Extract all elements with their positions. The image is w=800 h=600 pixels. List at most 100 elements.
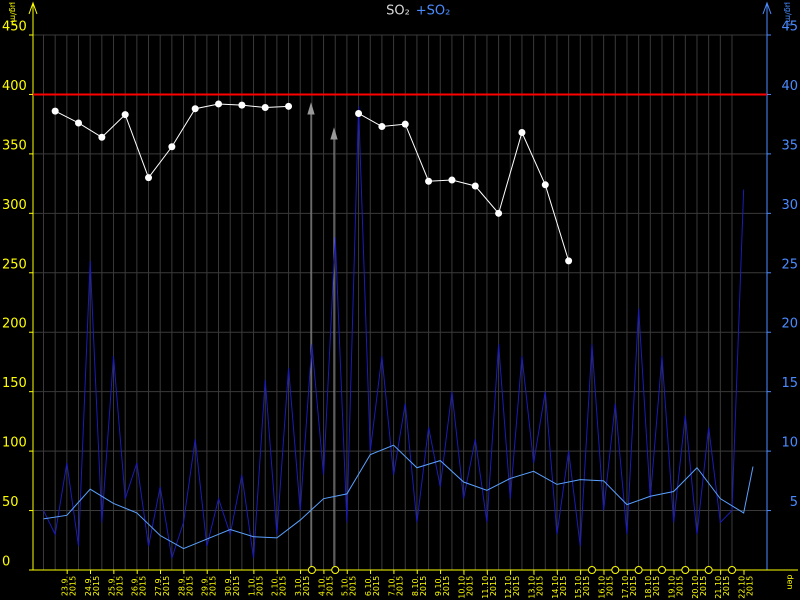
x-tick-label: 9.10. — [434, 576, 443, 596]
y-tick-label: 50 — [2, 495, 19, 510]
point — [495, 209, 503, 217]
point — [75, 119, 83, 127]
x-tick-label: 20.10. — [691, 573, 700, 598]
y2-tick-label: 5 — [790, 495, 798, 510]
point — [51, 107, 59, 115]
y2-tick-label: 35 — [781, 138, 798, 153]
x-tick-year: 2015 — [605, 576, 614, 596]
x-tick-year: 2015 — [139, 576, 148, 596]
missing-marker — [307, 566, 316, 574]
x-tick-year: 2015 — [185, 576, 194, 596]
point — [215, 100, 223, 108]
x-tick-year: 2015 — [209, 576, 218, 596]
x-tick-year: 2015 — [559, 576, 568, 596]
x-tick-year: 2015 — [465, 576, 474, 596]
missing-marker — [634, 566, 643, 574]
x-tick-year: 2015 — [675, 576, 684, 596]
y2-tick-label: 45 — [781, 20, 798, 35]
x-tick-label: 22.10. — [737, 573, 746, 598]
y-tick-label: 0 — [2, 555, 10, 570]
y-tick-label: 100 — [2, 436, 27, 451]
x-tick-label: 1.10. — [247, 576, 256, 596]
x-tick-label: 13.10. — [527, 573, 536, 598]
x-tick-year: 2015 — [722, 576, 731, 596]
missing-marker — [681, 566, 690, 574]
x-tick-label: 6.10. — [364, 576, 373, 596]
x-tick-year: 2015 — [69, 576, 78, 596]
x-tick-label: 21.10. — [714, 573, 723, 598]
x-tick-year: 2015 — [232, 576, 241, 596]
y-tick-label: 400 — [2, 79, 27, 94]
x-tick-label: 2.10. — [271, 576, 280, 596]
chart-subtitle: +SO₂ — [416, 4, 451, 19]
x-tick-year: 2015 — [489, 576, 498, 596]
x-tick-label: 4.10. — [317, 576, 326, 596]
point — [425, 177, 433, 185]
y-axis-arrow — [28, 1, 38, 15]
point — [448, 176, 456, 184]
y2-tick-label: 25 — [781, 257, 798, 272]
x-tick-year: 2015 — [325, 576, 334, 596]
missing-marker — [331, 566, 340, 574]
x-tick-year: 2015 — [115, 576, 124, 596]
point — [541, 181, 549, 189]
arrows — [307, 102, 338, 570]
x-tick-year: 2015 — [372, 576, 381, 596]
y2-unit: µg/m³ — [784, 2, 793, 26]
x-tick-year: 2015 — [395, 576, 404, 596]
x-tick-label: 15.10. — [574, 573, 583, 598]
point — [355, 109, 363, 117]
point — [471, 182, 479, 190]
x-tick-year: 2015 — [255, 576, 264, 596]
point — [121, 111, 129, 119]
x-tick-year: 2015 — [279, 576, 288, 596]
x-tick-label: 24.9. — [84, 576, 93, 596]
x-tick-year: 2015 — [419, 576, 428, 596]
x-tick-label: 14.10. — [551, 573, 560, 598]
series-line — [43, 444, 754, 550]
point — [378, 123, 386, 131]
y-tick-label: 450 — [2, 20, 27, 35]
series-line — [43, 106, 745, 559]
x-tick-year: 2015 — [699, 576, 708, 596]
y-tick-label: 300 — [2, 198, 27, 213]
x-tick-year: 2015 — [745, 576, 754, 596]
x-tick-label: 16.10. — [597, 573, 606, 598]
y-tick-label: 350 — [2, 138, 27, 153]
y2-tick-label: 15 — [781, 376, 798, 391]
x-tick-label: 7.10. — [387, 576, 396, 596]
x-label: den — [786, 574, 795, 589]
point — [98, 133, 106, 141]
y-unit: µg/m³ — [9, 2, 18, 26]
y2-tick-label: 30 — [781, 198, 798, 213]
point — [565, 257, 573, 265]
x-tick-label: 11.10. — [481, 573, 490, 598]
x-tick-year: 2015 — [652, 576, 661, 596]
point — [145, 174, 153, 182]
point — [518, 128, 526, 136]
x-tick-label: 29.9. — [201, 576, 210, 596]
y2-axis-arrow — [762, 1, 772, 15]
point — [401, 120, 409, 128]
missing-marker — [657, 566, 666, 574]
x-tick-year: 2015 — [302, 576, 311, 596]
y2-tick-label: 40 — [781, 79, 798, 94]
y-tick-label: 200 — [2, 317, 27, 332]
x-tick-label: 18.10. — [644, 573, 653, 598]
x-tick-year: 2015 — [162, 576, 171, 596]
x-tick-label: 23.9. — [61, 576, 70, 596]
missing-marker — [611, 566, 620, 574]
point — [261, 104, 269, 112]
chart-title: SO₂ — [386, 4, 410, 19]
x-tick-label: 26.9. — [131, 576, 140, 596]
point — [238, 101, 246, 109]
x-tick-year: 2015 — [582, 576, 591, 596]
x-tick-year: 2015 — [92, 576, 101, 596]
point — [168, 143, 176, 151]
missing-marker — [727, 566, 736, 574]
y-tick-label: 250 — [2, 257, 27, 272]
x-tick-label: 19.10. — [667, 573, 676, 598]
x-tick-year: 2015 — [629, 576, 638, 596]
x-tick-label: 3.10. — [294, 576, 303, 596]
